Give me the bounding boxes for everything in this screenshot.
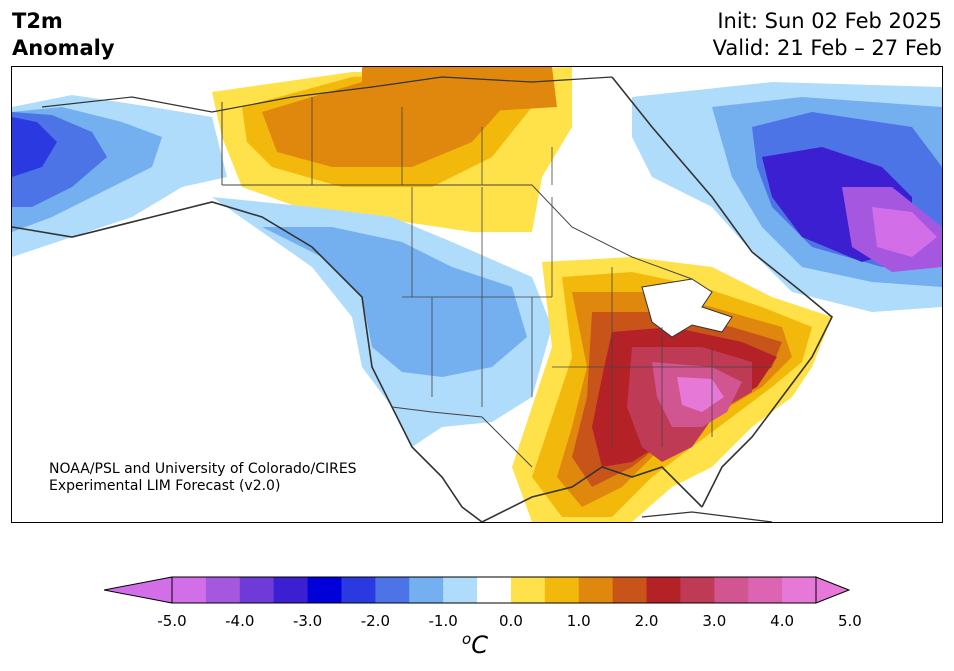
colorbar-tick-label: -3.0 bbox=[292, 612, 323, 630]
colorbar-bin bbox=[578, 577, 614, 603]
colorbar-bin bbox=[782, 577, 817, 603]
colorbar-tick-label: 4.0 bbox=[770, 612, 795, 630]
colorbar-bin bbox=[510, 577, 546, 603]
title-line-1: T2m bbox=[12, 9, 63, 33]
credit-line-2: Experimental LIM Forecast (v2.0) bbox=[49, 478, 281, 494]
colorbar-bin bbox=[443, 577, 478, 603]
colorbar-bin bbox=[748, 577, 783, 603]
coastline-east bbox=[611, 76, 833, 508]
colorbar-tick-label: -1.0 bbox=[428, 612, 458, 630]
colorbar-bin bbox=[341, 577, 376, 603]
forecast-dates: Init: Sun 02 Feb 2025 Valid: 21 Feb – 27… bbox=[713, 8, 942, 62]
valid-date: Valid: 21 Feb – 27 Feb bbox=[712, 36, 942, 60]
colorbar-bin bbox=[273, 577, 309, 603]
province-lines bbox=[311, 97, 553, 185]
colorbar-tick-label: 5.0 bbox=[837, 612, 862, 630]
unit-superscript: o bbox=[462, 630, 472, 648]
colorbar-tick-label: 2.0 bbox=[634, 612, 659, 630]
plot-title: T2m Anomaly bbox=[12, 8, 115, 62]
colorbar bbox=[104, 576, 851, 604]
gulf-coast bbox=[481, 466, 703, 522]
state-lines bbox=[402, 187, 772, 447]
cold-region-west bbox=[262, 227, 527, 377]
colorbar-extend-high bbox=[815, 576, 851, 604]
colorbar-bin bbox=[544, 577, 580, 603]
colorbar-bins bbox=[172, 577, 817, 603]
colorbar-tick-label: 0.0 bbox=[499, 612, 523, 630]
credit-line-1: NOAA/PSL and University of Colorado/CIRE… bbox=[49, 461, 357, 477]
colorbar-bin bbox=[307, 577, 342, 603]
warm-region-arctic bbox=[362, 67, 557, 112]
colorbar-bin bbox=[680, 577, 715, 603]
colorbar-bin bbox=[409, 577, 444, 603]
unit-letter: C bbox=[471, 631, 488, 659]
colorbar-tick-label: -2.0 bbox=[360, 612, 390, 630]
map-canvas bbox=[12, 67, 942, 522]
credit-text: NOAA/PSL and University of Colorado/CIRE… bbox=[49, 461, 357, 495]
colorbar-extend-low bbox=[104, 576, 173, 604]
init-date: Init: Sun 02 Feb 2025 bbox=[717, 9, 942, 33]
cold-region-labrador-core bbox=[872, 207, 937, 257]
colorbar-bin bbox=[477, 577, 512, 603]
colorbar-tick-label: 1.0 bbox=[566, 612, 591, 630]
colorbar-bin bbox=[714, 577, 749, 603]
colorbar-unit: oC bbox=[462, 630, 488, 659]
colorbar-tick-label: -4.0 bbox=[225, 612, 255, 630]
colorbar-bin bbox=[172, 577, 207, 603]
colorbar-bin bbox=[646, 577, 681, 603]
coastline-north bbox=[41, 76, 613, 113]
anomaly-map bbox=[11, 66, 943, 523]
island-cuba bbox=[641, 511, 773, 522]
colorbar-bin bbox=[239, 577, 275, 603]
border-us-mexico bbox=[391, 406, 533, 468]
coastline-west bbox=[12, 201, 483, 522]
cold-region-alaska-deep bbox=[12, 117, 57, 177]
colorbar-bin bbox=[375, 577, 410, 603]
colorbar-frame bbox=[171, 576, 817, 604]
colorbar-bin bbox=[612, 577, 648, 603]
colorbar-tick-label: -5.0 bbox=[157, 612, 187, 630]
colorbar-tick-label: 3.0 bbox=[702, 612, 727, 630]
title-line-2: Anomaly bbox=[12, 36, 115, 60]
colorbar-bin bbox=[205, 577, 241, 603]
